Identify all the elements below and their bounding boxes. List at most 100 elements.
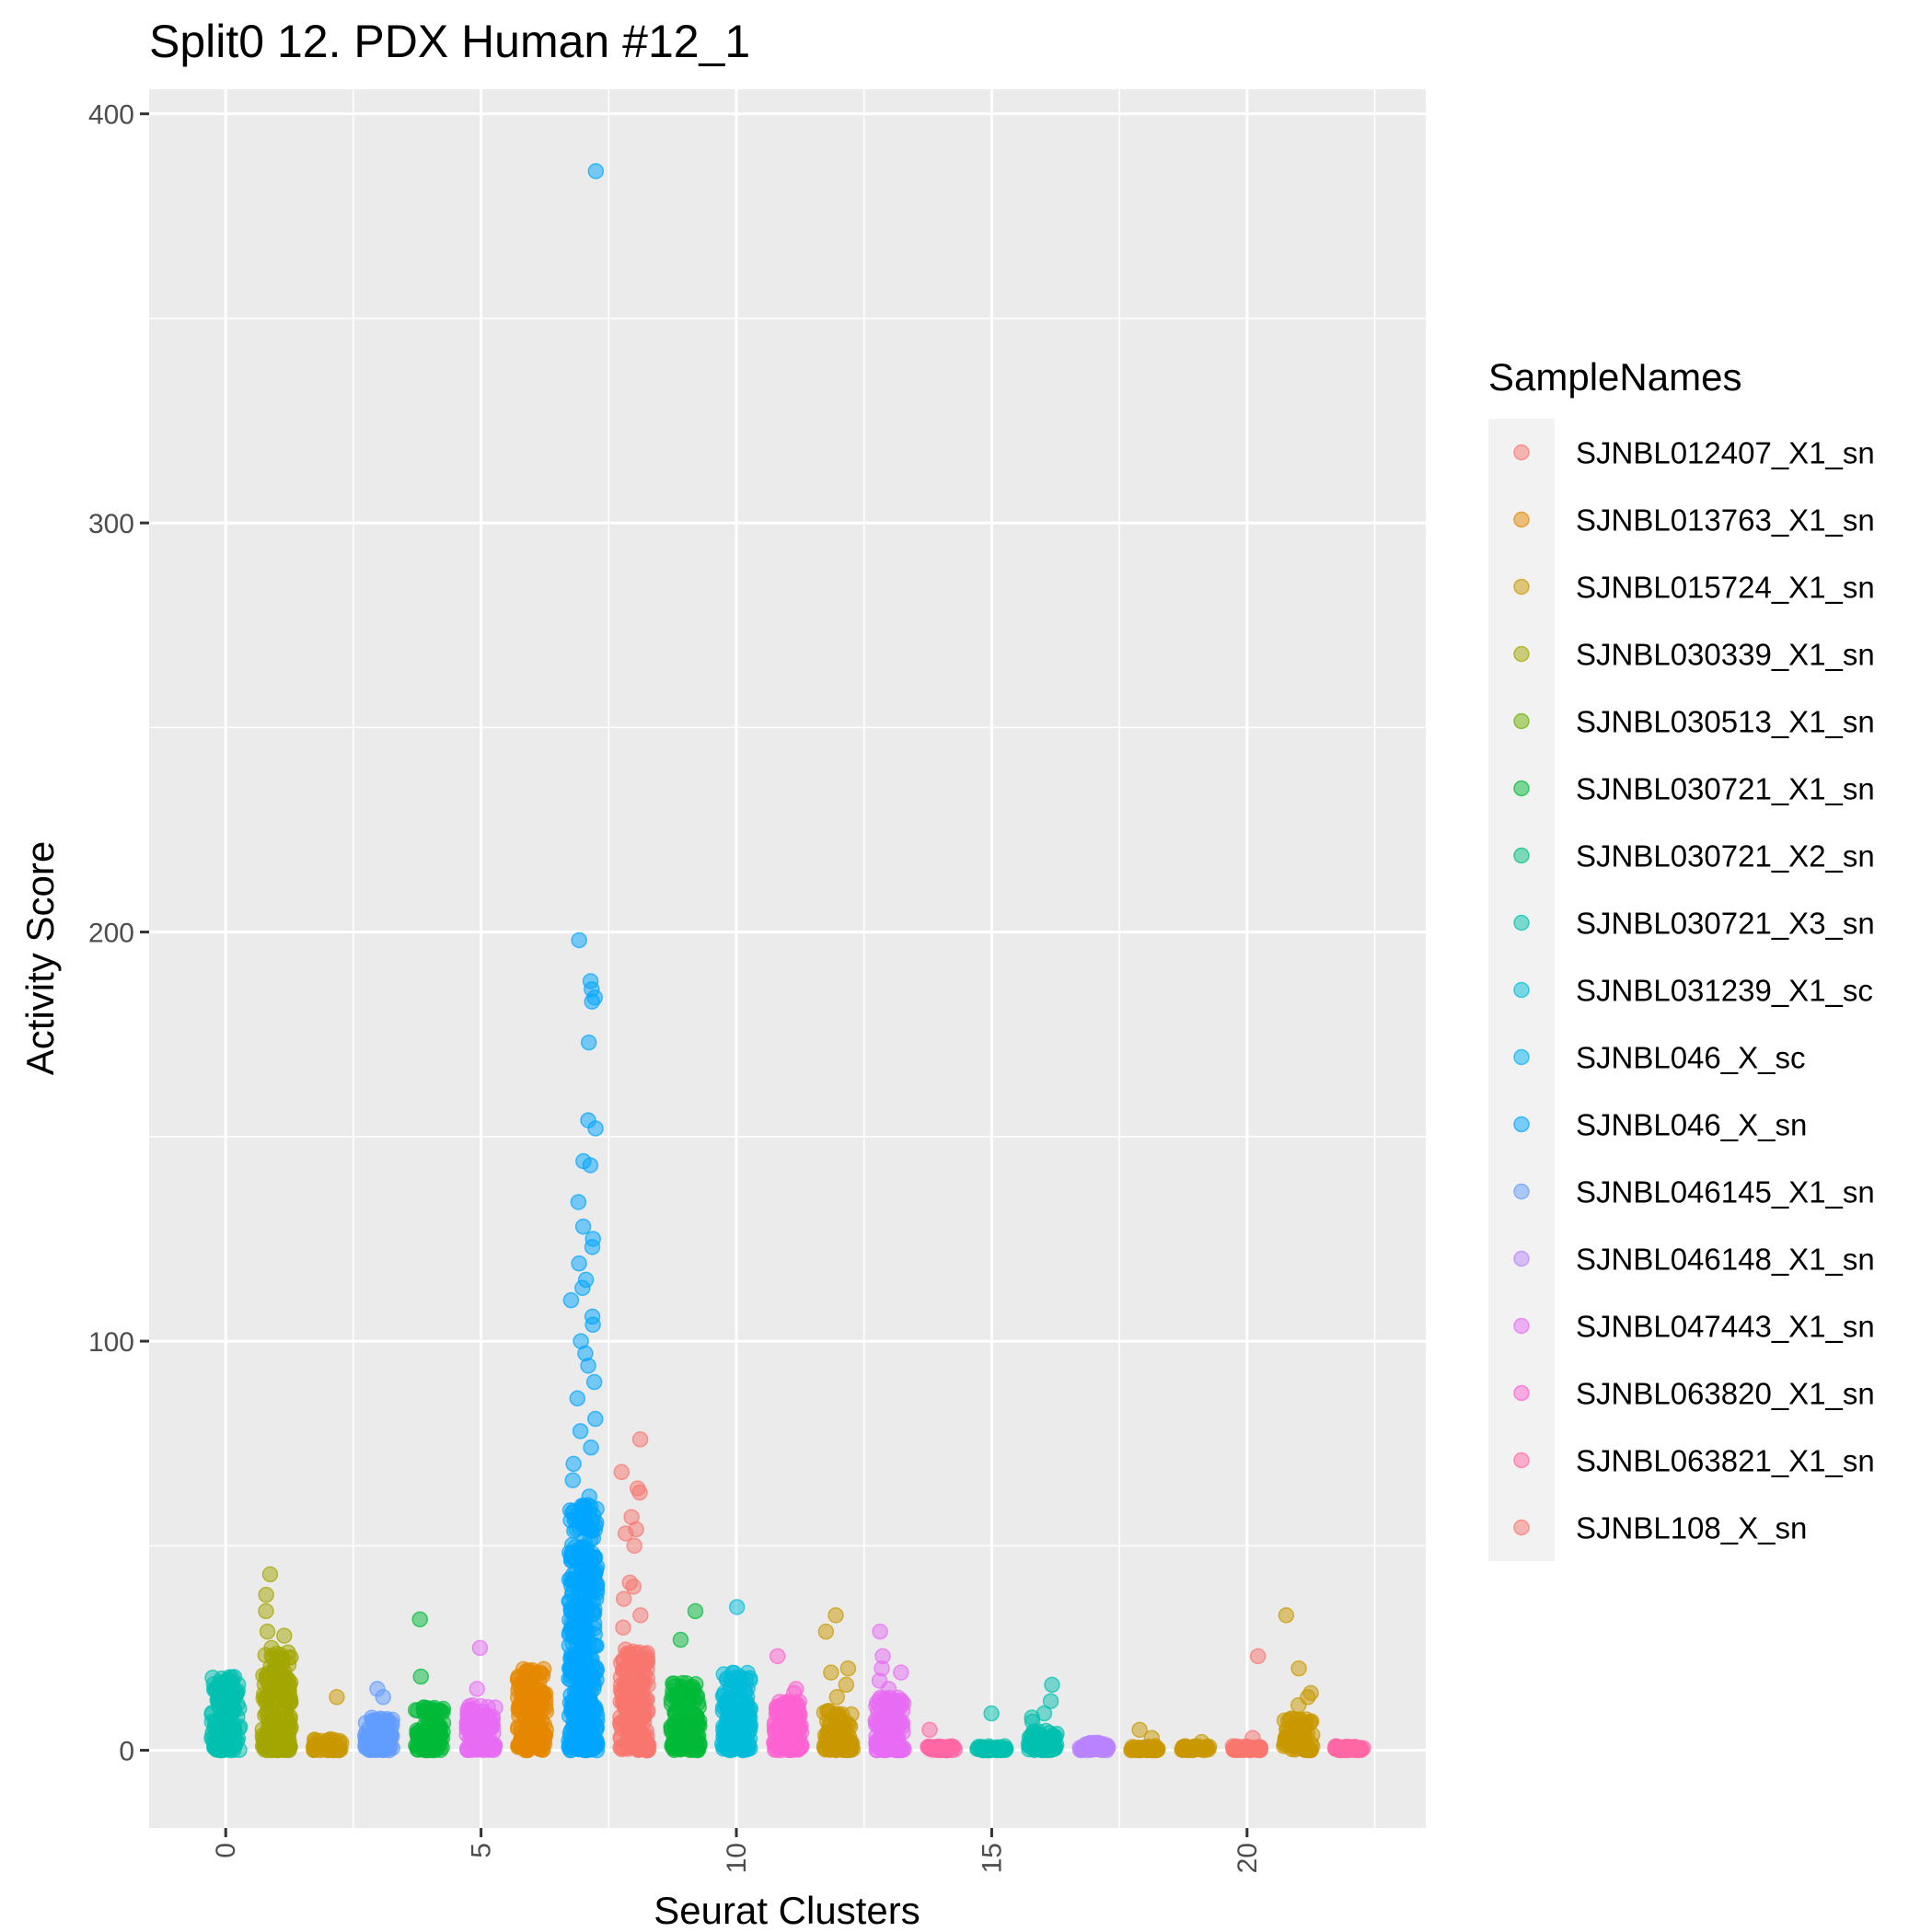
data-point <box>885 1714 902 1730</box>
cluster-10-points <box>713 1599 759 1759</box>
data-point <box>872 1623 888 1640</box>
data-point <box>615 1591 632 1607</box>
y-tick-label: 300 <box>88 509 134 539</box>
data-point <box>562 1291 580 1309</box>
data-point <box>579 1657 596 1674</box>
cluster-8-points <box>611 1431 657 1759</box>
data-point <box>588 1637 605 1654</box>
cluster-5-points <box>458 1639 503 1759</box>
legend-key <box>1513 1519 1530 1536</box>
legend-key <box>1513 1317 1530 1335</box>
data-point <box>469 1681 486 1697</box>
cluster-0-points <box>203 1669 249 1759</box>
data-point <box>732 1668 748 1685</box>
data-point <box>613 1463 631 1481</box>
data-point <box>580 1034 597 1051</box>
data-point <box>993 1741 1010 1758</box>
data-point <box>817 1623 835 1640</box>
data-point <box>634 1672 652 1689</box>
data-point <box>279 1721 296 1739</box>
data-point <box>471 1639 489 1657</box>
data-point <box>421 1718 437 1734</box>
data-point <box>510 1698 527 1715</box>
legend-label: SJNBL030721_X2_sn <box>1576 839 1875 873</box>
data-point <box>736 1684 754 1701</box>
data-point <box>839 1660 857 1677</box>
grid-minor <box>149 89 1426 1828</box>
data-point <box>1290 1696 1307 1714</box>
data-point <box>574 1279 591 1297</box>
legend-label: SJNBL063820_X1_sn <box>1576 1377 1875 1411</box>
legend-label: SJNBL031239_X1_sc <box>1576 974 1873 1008</box>
legend-key <box>1513 1183 1530 1200</box>
data-point <box>574 1218 592 1235</box>
legend-label: SJNBL046148_X1_sn <box>1576 1243 1875 1277</box>
data-point <box>537 1727 553 1743</box>
legend-key <box>1513 780 1530 797</box>
data-point <box>625 1579 642 1595</box>
data-point <box>382 1726 399 1743</box>
data-point <box>582 1157 599 1174</box>
data-point <box>631 1484 648 1501</box>
data-point <box>562 1686 579 1704</box>
data-point <box>921 1721 938 1739</box>
data-point <box>577 1569 595 1587</box>
data-point <box>1082 1734 1099 1752</box>
data-point <box>261 1566 279 1583</box>
data-point <box>264 1717 282 1734</box>
legend-label: SJNBL030339_X1_sn <box>1576 638 1875 672</box>
data-point <box>570 1194 587 1210</box>
data-point <box>513 1683 530 1700</box>
y-tick-label: 100 <box>88 1327 134 1358</box>
legend-label: SJNBL013763_X1_sn <box>1576 503 1875 538</box>
data-point <box>375 1689 392 1706</box>
data-point <box>587 1120 604 1137</box>
legend-label: SJNBL012407_X1_sn <box>1576 436 1875 470</box>
data-point <box>576 1540 594 1557</box>
data-point <box>222 1672 238 1689</box>
legend-label: SJNBL046_X_sc <box>1576 1041 1805 1075</box>
data-point <box>639 1728 655 1744</box>
data-point <box>571 931 587 949</box>
data-point <box>828 1689 846 1706</box>
data-point <box>826 1720 842 1737</box>
data-point <box>1348 1741 1365 1758</box>
data-point <box>728 1731 746 1748</box>
data-point <box>276 1627 293 1644</box>
x-tick-label: 20 <box>1232 1843 1263 1873</box>
data-point <box>934 1739 952 1755</box>
cluster-1-points <box>254 1566 299 1759</box>
data-point <box>785 1684 803 1702</box>
data-point <box>816 1740 833 1756</box>
y-tick-label: 400 <box>88 100 134 131</box>
data-point <box>531 1664 548 1681</box>
x-tick-label: 15 <box>977 1843 1007 1873</box>
data-point <box>983 1705 1000 1722</box>
legend-key <box>1513 914 1530 931</box>
legend-label: SJNBL047443_X1_sn <box>1576 1310 1875 1344</box>
y-axis-title: Activity Score <box>18 841 62 1075</box>
data-point <box>623 1656 640 1673</box>
data-point <box>631 1431 649 1448</box>
data-point <box>583 1439 599 1456</box>
data-point <box>624 1695 642 1711</box>
x-tick-label: 5 <box>467 1843 497 1858</box>
data-point <box>881 1741 897 1758</box>
data-point <box>584 993 600 1010</box>
data-point <box>369 1734 386 1751</box>
data-point <box>587 163 605 179</box>
data-point <box>562 1646 580 1663</box>
cluster-9-points <box>663 1602 708 1759</box>
data-point <box>632 1607 649 1624</box>
data-point <box>878 1700 896 1718</box>
y-tick-label: 0 <box>119 1737 134 1767</box>
data-point <box>216 1701 234 1718</box>
data-point <box>880 1681 897 1697</box>
data-point <box>258 1602 274 1620</box>
chart-title: Split0 12. PDX Human #12_1 <box>149 16 750 67</box>
data-point <box>257 1694 274 1710</box>
legend: SampleNames SJNBL012407_X1_sn SJNBL013763… <box>1488 355 1875 1561</box>
data-point <box>769 1648 786 1665</box>
data-point <box>687 1602 704 1620</box>
